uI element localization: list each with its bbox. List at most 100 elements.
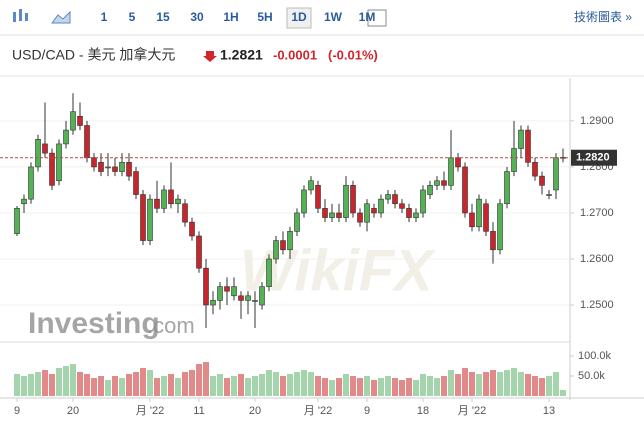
candle-body bbox=[140, 194, 146, 241]
interval-button[interactable]: 1 bbox=[101, 10, 108, 24]
volume-bar bbox=[91, 378, 97, 396]
volume-tick-label: 50.0k bbox=[578, 370, 605, 382]
interval-button[interactable]: 15 bbox=[156, 10, 170, 24]
volume-bar bbox=[98, 376, 104, 396]
candle-body bbox=[399, 203, 405, 209]
candle-body bbox=[126, 162, 132, 177]
interval-button[interactable]: 5 bbox=[129, 10, 136, 24]
volume-bar bbox=[434, 378, 440, 396]
wikifx-watermark: WikiFX bbox=[240, 238, 436, 303]
x-tick-label: 18 bbox=[417, 405, 429, 417]
candle-body bbox=[455, 157, 461, 168]
last-price-tag bbox=[571, 149, 617, 166]
volume-bar bbox=[462, 368, 468, 396]
interval-button[interactable]: 1D bbox=[291, 10, 307, 24]
investing-logo: Investing bbox=[28, 307, 160, 340]
volume-bar bbox=[161, 376, 167, 396]
tech-chart-link[interactable]: 技術圖表 » bbox=[574, 10, 632, 24]
x-tick-label: 9 bbox=[14, 405, 20, 417]
volume-bar bbox=[560, 390, 566, 396]
interval-button[interactable]: 5H bbox=[257, 10, 272, 24]
candle-body bbox=[385, 194, 391, 200]
candle-body bbox=[301, 189, 307, 214]
volume-bar bbox=[392, 378, 398, 396]
candle-body bbox=[469, 212, 475, 228]
volume-bar bbox=[245, 378, 251, 396]
volume-bar bbox=[420, 374, 426, 396]
volume-bar bbox=[182, 372, 188, 396]
volume-bar bbox=[350, 376, 356, 396]
candle-body bbox=[154, 198, 160, 209]
area-icon[interactable] bbox=[51, 10, 71, 24]
volume-bar bbox=[385, 376, 391, 396]
volume-bar bbox=[364, 376, 370, 396]
down-arrow bbox=[203, 51, 217, 62]
volume-bar bbox=[378, 378, 384, 396]
volume-bar bbox=[259, 374, 265, 396]
candle-body bbox=[175, 198, 181, 205]
candle-body bbox=[224, 286, 230, 292]
candle-body bbox=[315, 185, 321, 209]
candle-body bbox=[182, 203, 188, 223]
candle-body bbox=[546, 194, 552, 196]
volume-bar bbox=[196, 364, 202, 396]
candle-body bbox=[70, 111, 76, 131]
table-icon[interactable] bbox=[367, 9, 387, 27]
candle-body bbox=[287, 231, 293, 251]
y-tick-label: 1.2600 bbox=[580, 253, 614, 265]
change: -0.0001 bbox=[273, 47, 317, 62]
candle-body bbox=[392, 194, 398, 205]
volume-bar bbox=[77, 372, 83, 396]
candle-body bbox=[168, 189, 174, 205]
candle-body bbox=[322, 208, 328, 218]
volume-bar bbox=[168, 374, 174, 396]
interval-button[interactable]: 1W bbox=[324, 10, 343, 24]
candle-body bbox=[266, 258, 272, 287]
candle-body bbox=[42, 143, 48, 154]
volume-bar bbox=[56, 368, 62, 396]
candle-body bbox=[364, 203, 370, 223]
candle-body bbox=[427, 185, 433, 195]
volume-bar bbox=[210, 376, 216, 396]
volume-bar bbox=[336, 378, 342, 396]
candle-body bbox=[441, 180, 447, 186]
candle-body bbox=[119, 162, 125, 172]
volume-bar bbox=[294, 372, 300, 396]
candle-body bbox=[259, 286, 265, 306]
x-tick-label: 月 '22 bbox=[458, 405, 486, 417]
volume-bar bbox=[518, 372, 524, 396]
interval-button[interactable]: 1H bbox=[223, 10, 238, 24]
candle-body bbox=[497, 203, 503, 251]
volume-bar bbox=[553, 372, 559, 396]
x-tick-label: 月 '22 bbox=[304, 405, 332, 417]
candle-body bbox=[210, 300, 216, 306]
volume-bar bbox=[147, 370, 153, 396]
volume-bar bbox=[427, 376, 433, 396]
candle-body bbox=[112, 166, 118, 172]
y-tick-label: 1.2700 bbox=[580, 207, 614, 219]
candle-body bbox=[203, 267, 209, 306]
candle-icon[interactable] bbox=[13, 9, 28, 22]
candle-body bbox=[511, 148, 517, 172]
candle-body bbox=[553, 157, 559, 191]
active-interval[interactable] bbox=[286, 7, 312, 29]
volume-bar bbox=[413, 380, 419, 396]
candle-body bbox=[63, 129, 69, 145]
volume-bar bbox=[525, 374, 531, 396]
interval-button[interactable]: 30 bbox=[190, 10, 204, 24]
volume-bar bbox=[49, 374, 55, 396]
toolbar bbox=[0, 0, 644, 35]
candle-body bbox=[28, 166, 34, 200]
volume-bar bbox=[469, 372, 475, 396]
volume-bar bbox=[301, 370, 307, 396]
interval-button[interactable]: 1M bbox=[359, 10, 376, 24]
candle-body bbox=[336, 212, 342, 218]
volume-bar bbox=[266, 370, 272, 396]
volume-bar bbox=[42, 370, 48, 396]
candle-body bbox=[56, 143, 62, 182]
price: 1.2821 bbox=[220, 47, 263, 63]
volume-bar bbox=[287, 374, 293, 396]
volume-bar bbox=[399, 380, 405, 396]
volume-bar bbox=[315, 376, 321, 396]
